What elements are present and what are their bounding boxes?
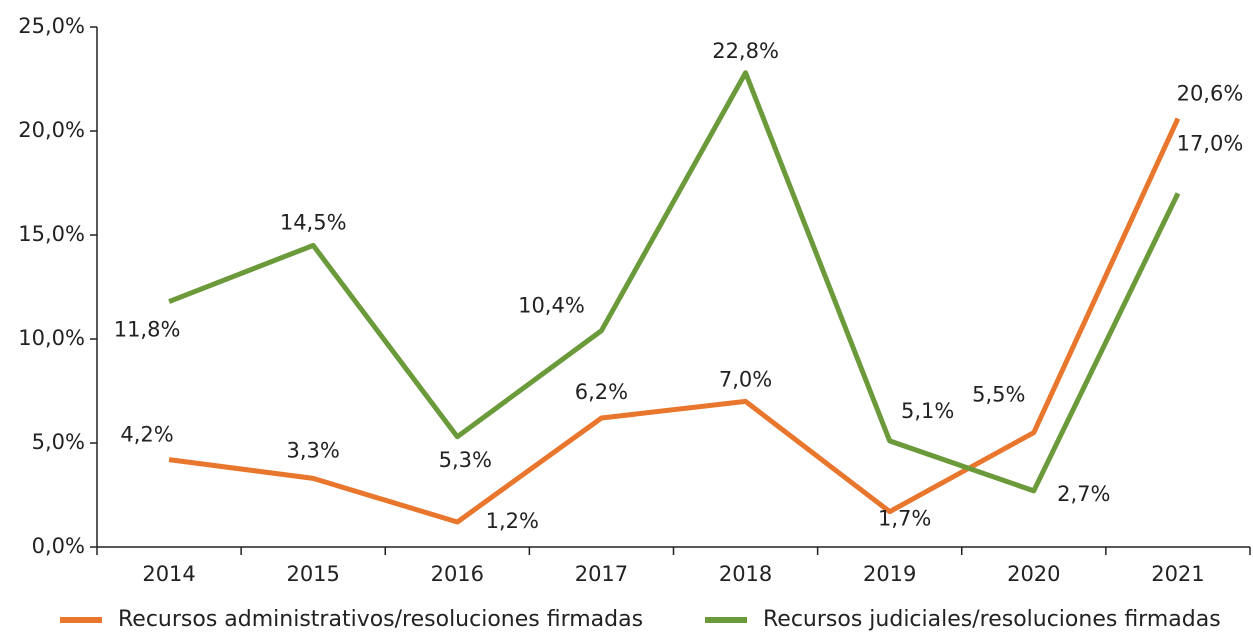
y-tick-label: 20,0% (18, 118, 85, 142)
legend-label: Recursos judiciales/resoluciones firmada… (763, 607, 1221, 632)
x-tick-label: 2014 (142, 562, 195, 586)
data-label: 17,0% (1177, 131, 1244, 155)
y-tick-label: 25,0% (18, 14, 85, 38)
data-label: 7,0% (719, 367, 772, 391)
data-label: 14,5% (280, 210, 347, 234)
x-tick-label: 2021 (1151, 562, 1204, 586)
data-label: 22,8% (712, 39, 779, 63)
y-tick-label: 5,0% (32, 430, 85, 454)
x-tick-label: 2018 (719, 562, 772, 586)
x-tick-label: 2020 (1007, 562, 1060, 586)
x-tick-label: 2017 (575, 562, 628, 586)
data-label: 2,7% (1057, 482, 1110, 506)
y-tick-label: 0,0% (32, 534, 85, 558)
data-label: 1,7% (878, 507, 931, 531)
y-tick-label: 10,0% (18, 326, 85, 350)
data-label: 3,3% (287, 438, 340, 462)
data-label: 5,5% (972, 383, 1025, 407)
x-tick-label: 2016 (431, 562, 484, 586)
data-label: 1,2% (486, 509, 539, 533)
y-tick-label: 15,0% (18, 222, 85, 246)
data-label: 4,2% (120, 423, 173, 447)
data-label: 10,4% (518, 294, 585, 318)
data-label: 6,2% (575, 380, 628, 404)
data-label: 20,6% (1177, 82, 1244, 106)
series-line (168, 70, 1181, 494)
data-label: 5,1% (901, 399, 954, 423)
x-tick-label: 2019 (863, 562, 916, 586)
data-label: 5,3% (439, 448, 492, 472)
legend-label: Recursos administrativos/resoluciones fi… (118, 607, 643, 632)
series-line (168, 117, 1181, 525)
x-tick-label: 2015 (286, 562, 339, 586)
data-label: 11,8% (114, 318, 181, 342)
